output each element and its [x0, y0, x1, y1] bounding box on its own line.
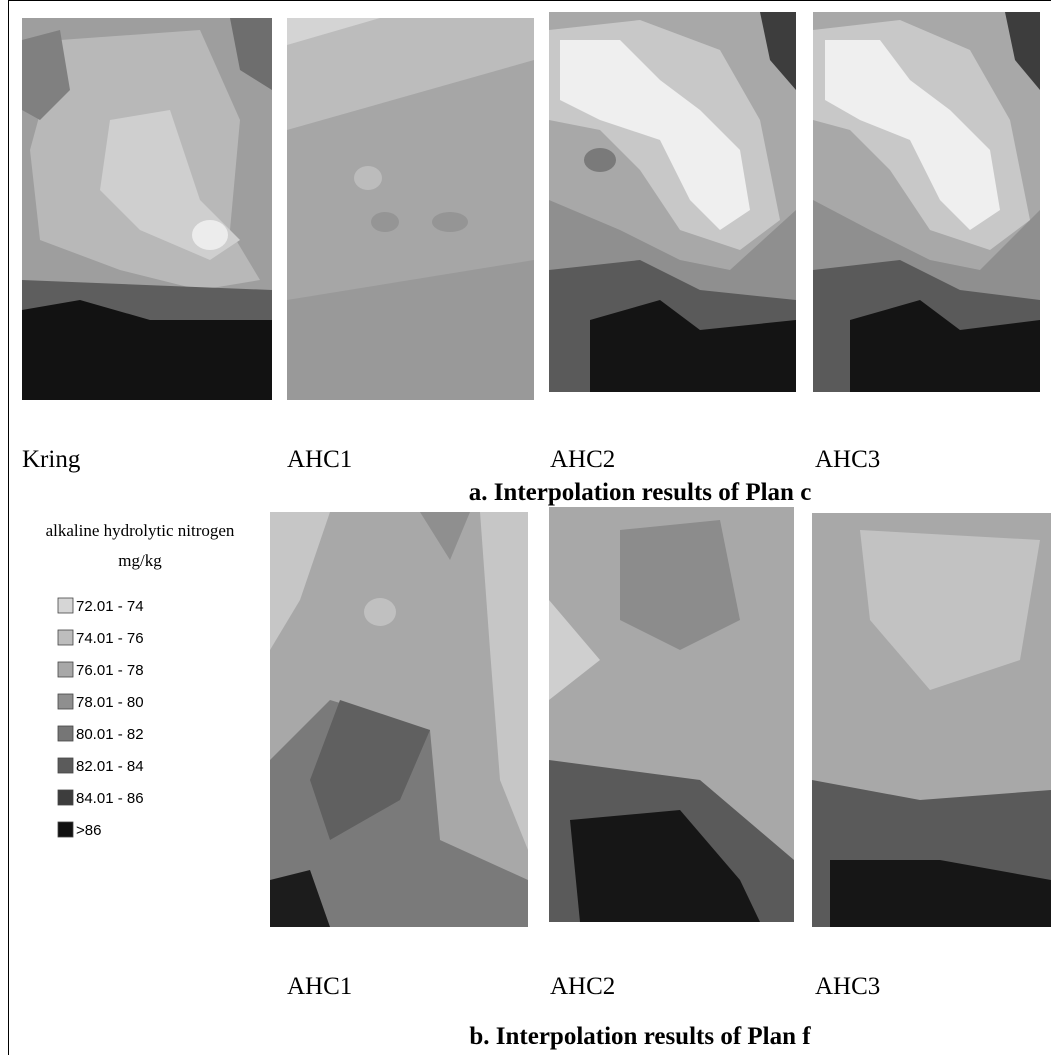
map-ahc3-plan-c: [813, 12, 1040, 392]
map-label: AHC3: [815, 446, 880, 473]
map-label: AHC1: [287, 446, 352, 473]
legend-swatch: [58, 630, 73, 645]
legend-swatch: [58, 694, 73, 709]
legend-swatch: [58, 598, 73, 613]
legend-label: 80.01 - 82: [76, 726, 144, 743]
legend-unit: mg/kg: [118, 551, 162, 570]
caption: b. Interpolation results of Plan f: [469, 1023, 811, 1050]
map-label: AHC1: [287, 973, 352, 1000]
legend-label: 72.01 - 74: [76, 598, 144, 615]
map-ahc2-plan-c: [549, 12, 796, 392]
legend-swatch: [58, 726, 73, 741]
legend-label: 76.01 - 78: [76, 662, 144, 679]
legend-label: >86: [76, 822, 101, 839]
map-ahc1-plan-c: [287, 18, 534, 400]
legend-swatch: [58, 790, 73, 805]
legend-swatch: [58, 822, 73, 837]
page: {"top_panel": {"maps": [{"label": "Kring…: [0, 0, 1051, 1055]
legend-label: 84.01 - 86: [76, 790, 144, 807]
legend-label: 78.01 - 80: [76, 694, 144, 711]
caption: a. Interpolation results of Plan c: [469, 479, 812, 506]
map-label: AHC2: [550, 446, 615, 473]
legend-title: alkaline hydrolytic nitrogen: [46, 521, 235, 540]
map-label: Kring: [22, 446, 81, 473]
map-label: AHC2: [550, 973, 615, 1000]
legend-label: 74.01 - 76: [76, 630, 144, 647]
map-label: AHC3: [815, 973, 880, 1000]
map-ahc2-plan-f: [549, 507, 794, 922]
legend-swatch: [58, 662, 73, 677]
figure: Kring AHC1 AHC2 AHC3 a. Interpolation re…: [0, 0, 1051, 1055]
legend-swatch: [58, 758, 73, 773]
map-kring: [22, 18, 272, 400]
map-ahc1-plan-f: [270, 512, 528, 927]
map-ahc3-plan-f: [812, 513, 1051, 927]
legend-label: 82.01 - 84: [76, 758, 144, 775]
legend: 72.01 - 74 74.01 - 76 76.01 - 78 78.01 - 80…: [58, 598, 144, 839]
